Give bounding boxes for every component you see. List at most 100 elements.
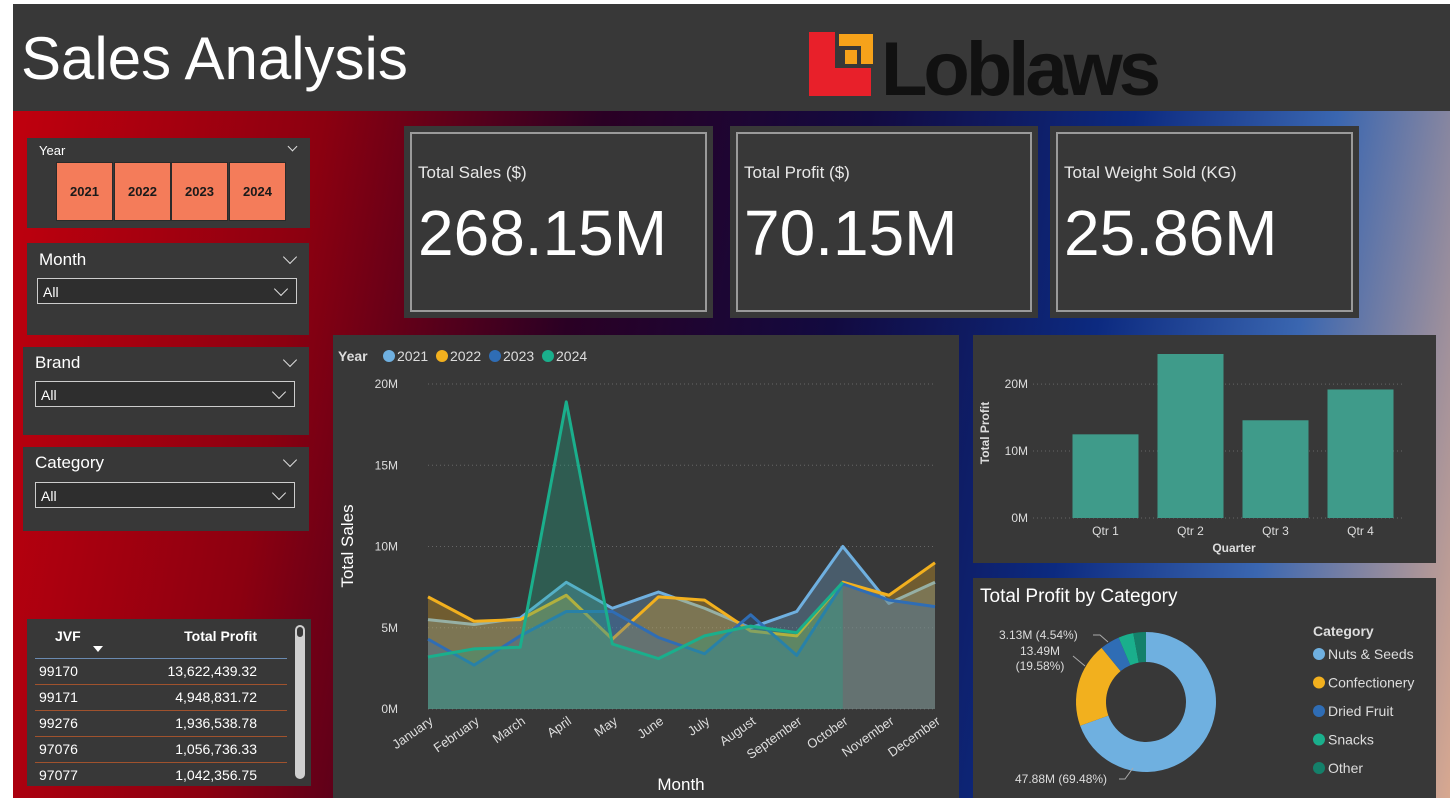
table-cell: 1,936,538.78 <box>175 715 257 731</box>
y-tick-label: 10M <box>1005 444 1028 458</box>
y-tick-label: 10M <box>375 540 398 554</box>
x-tick-label: Qtr 3 <box>1262 524 1289 538</box>
brand-slicer: Brand All <box>23 347 309 435</box>
legend-label: Dried Fruit <box>1328 703 1393 719</box>
kpi-value: 268.15M <box>418 197 668 269</box>
x-axis-title: Quarter <box>1212 541 1256 555</box>
dropdown[interactable]: All <box>37 278 297 304</box>
x-tick-label: April <box>544 713 574 740</box>
slicer-title: Brand <box>35 353 81 372</box>
kpi-border <box>410 132 707 312</box>
x-tick-label: May <box>591 713 620 740</box>
y-tick-label: 5M <box>381 621 398 635</box>
scrollbar[interactable] <box>295 625 305 779</box>
y-tick-label: 20M <box>1005 377 1028 391</box>
table-cell: 1,042,356.75 <box>175 767 257 783</box>
legend-swatch <box>489 350 501 362</box>
category-slicer: Category All <box>23 447 309 531</box>
bar <box>1072 434 1139 518</box>
profit-donut-chart: Total Profit by Category 47.88M (69.48%) 3… <box>980 586 1414 786</box>
bar <box>1242 420 1309 518</box>
dropdown[interactable]: All <box>35 482 295 508</box>
donut-value-label: 13.49M (19.58%) <box>1015 644 1065 673</box>
donut-slice <box>1080 632 1216 772</box>
x-tick-label: February <box>431 713 483 755</box>
scroll-thumb-gap <box>297 627 303 637</box>
series-line <box>427 400 844 661</box>
series-area <box>428 562 935 709</box>
column-header[interactable]: JVF <box>55 628 81 644</box>
bar <box>1327 389 1394 518</box>
slicer-title: Month <box>39 250 87 269</box>
legend-label: 2022 <box>450 348 481 364</box>
slicer-title: Year <box>39 143 66 158</box>
x-tick-label: March <box>490 713 528 746</box>
slicer-title: Category <box>35 453 104 472</box>
kpi-value: 70.15M <box>744 197 958 269</box>
x-axis-title: Month <box>657 775 704 794</box>
legend-swatch <box>436 350 448 362</box>
row-divider <box>35 710 287 711</box>
series-area <box>428 546 935 709</box>
legend-label: Other <box>1328 760 1363 776</box>
donut-slice <box>1101 637 1131 672</box>
dropdown-value: All <box>41 488 57 504</box>
table-cell: 99276 <box>39 715 78 731</box>
bar <box>1157 354 1224 518</box>
legend-label: 2023 <box>503 348 534 364</box>
legend-title: Year <box>338 348 368 364</box>
row-divider <box>35 762 287 763</box>
chevron[interactable] <box>282 249 298 265</box>
kpi-border <box>736 132 1032 312</box>
legend-swatch <box>1313 705 1325 717</box>
logo-icon <box>809 32 873 96</box>
donut-value-label: 47.88M (69.48%) <box>1015 772 1107 786</box>
legend-label: Confectionery <box>1328 675 1414 691</box>
x-tick-label: June <box>634 713 666 741</box>
page-title: Sales Analysis <box>21 25 408 92</box>
year-button[interactable]: 2022 <box>114 162 171 221</box>
profit-bar-chart: 0M 10M 20M Qtr 1 Qtr 2 Qtr 3 Qtr 4 Quarter Total… <box>978 354 1403 555</box>
table-cell: 97077 <box>39 767 78 783</box>
kpi-label: Total Weight Sold (KG) <box>1064 163 1237 182</box>
table-cell: 13,622,439.32 <box>167 663 257 679</box>
kpi-label: Total Sales ($) <box>418 163 527 182</box>
y-axis-title: Total Profit <box>978 402 992 464</box>
kpi-card: Total Weight Sold (KG) 25.86M <box>1050 126 1359 318</box>
dropdown-value: All <box>41 387 57 403</box>
donut-value-label: 3.13M (4.54%) <box>999 628 1078 642</box>
y-tick-label: 0M <box>381 702 398 716</box>
kpi-card: Total Sales ($) 268.15M <box>404 126 713 318</box>
kpi-card: Total Profit ($) 70.15M <box>730 126 1038 318</box>
kpi-value: 25.86M <box>1064 197 1278 269</box>
table-cell: 97076 <box>39 741 78 757</box>
legend-swatch <box>1313 733 1325 746</box>
logo: Loblaws <box>881 27 1161 112</box>
legend-swatch <box>542 350 554 362</box>
legend-swatch <box>1313 762 1325 774</box>
year-slicer[interactable]: Year 2021 2022 2023 2024 <box>27 138 310 228</box>
chevron[interactable] <box>282 452 298 468</box>
year-button[interactable]: 2023 <box>171 162 228 221</box>
kpi-label: Total Profit ($) <box>744 163 850 182</box>
column-header[interactable]: Total Profit <box>184 628 257 644</box>
dropdown[interactable]: All <box>35 381 295 407</box>
dropdown-value: All <box>43 284 59 300</box>
leader-line <box>1119 767 1134 780</box>
donut-slice <box>1118 633 1139 666</box>
legend-title: Category <box>1313 623 1374 639</box>
chevron[interactable] <box>282 352 298 368</box>
x-tick-label: Qtr 2 <box>1177 524 1204 538</box>
table-cell: 1,056,736.33 <box>175 741 257 757</box>
legend-swatch <box>1313 676 1325 689</box>
table-cell: 4,948,831.72 <box>175 689 257 705</box>
legend-label: 2021 <box>397 348 428 364</box>
table-cell: 99170 <box>39 663 78 679</box>
year-button[interactable]: 2021 <box>56 162 113 221</box>
leader-line <box>1072 655 1086 667</box>
chevron[interactable] <box>287 141 298 152</box>
legend-label: Snacks <box>1328 732 1374 748</box>
year-button[interactable]: 2024 <box>229 162 286 221</box>
chevron <box>271 384 287 400</box>
